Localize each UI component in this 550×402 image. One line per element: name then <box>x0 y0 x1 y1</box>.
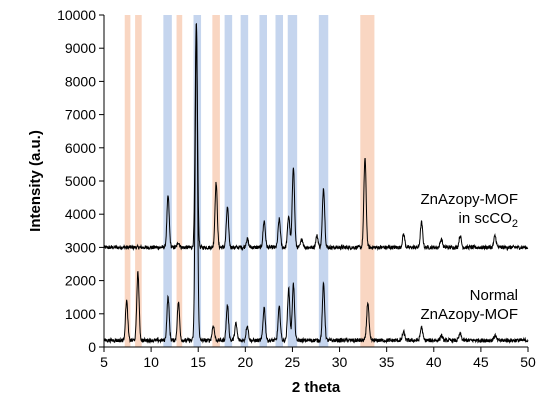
x-tick-label: 10 <box>143 354 159 370</box>
band-orange-3 <box>176 15 183 347</box>
band-blue-9 <box>275 15 284 347</box>
y-tick-label: 2000 <box>65 273 96 289</box>
y-tick-label: 8000 <box>65 73 96 89</box>
annotation-scco2-line1: ZnAzopy-MOF <box>420 191 518 208</box>
x-tick-label: 35 <box>379 354 395 370</box>
x-ticks: 5 10 15 20 25 30 35 40 45 50 <box>100 347 536 370</box>
y-ticks: 0 1000 2000 3000 4000 5000 6000 7000 8000 9000 100… <box>57 7 104 355</box>
band-blue-11 <box>318 15 329 347</box>
y-tick-label: 1000 <box>65 306 96 322</box>
x-tick-label: 50 <box>520 354 536 370</box>
series-line-0 <box>103 22 529 252</box>
band-blue-8 <box>259 15 268 347</box>
x-tick-label: 40 <box>426 354 442 370</box>
band-orange-5 <box>212 15 220 347</box>
annotation-normal-line1: Normal <box>470 287 518 304</box>
y-tick-label: 10000 <box>57 7 96 23</box>
y-tick-label: 9000 <box>65 40 96 56</box>
x-tick-label: 15 <box>190 354 206 370</box>
y-tick-label: 6000 <box>65 140 96 156</box>
band-blue-2 <box>163 15 172 347</box>
x-tick-label: 25 <box>285 354 301 370</box>
x-tick-label: 45 <box>473 354 489 370</box>
series-line-1 <box>103 30 529 344</box>
highlight-bands <box>124 15 375 347</box>
band-orange-0 <box>124 15 131 347</box>
series-lines <box>103 22 529 344</box>
y-tick-label: 3000 <box>65 239 96 255</box>
annotation-scco2-line2: in scCO2 <box>459 210 518 230</box>
x-tick-label: 20 <box>238 354 254 370</box>
y-axis-title: Intensity (a.u.) <box>27 130 44 232</box>
y-tick-label: 0 <box>88 339 96 355</box>
y-tick-label: 7000 <box>65 107 96 123</box>
y-tick-label: 4000 <box>65 206 96 222</box>
x-tick-label: 30 <box>332 354 348 370</box>
x-axis-title: 2 theta <box>292 379 341 396</box>
annotation-normal-line2: ZnAzopy-MOF <box>420 306 518 323</box>
band-blue-6 <box>224 15 233 347</box>
y-tick-label: 5000 <box>65 173 96 189</box>
annotation-scco2-subscript: 2 <box>512 218 518 230</box>
band-blue-7 <box>240 15 249 347</box>
band-orange-1 <box>135 15 142 347</box>
x-tick-label: 5 <box>100 354 108 370</box>
annotation-scco2-main: in scCO <box>459 210 512 227</box>
band-orange-12 <box>360 15 375 347</box>
